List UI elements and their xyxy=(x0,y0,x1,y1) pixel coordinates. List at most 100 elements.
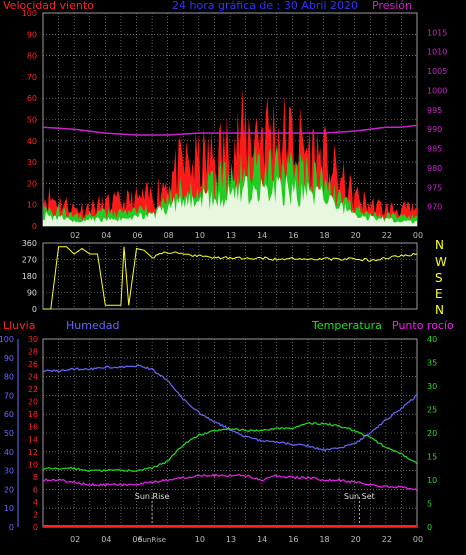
rain-y-tick: 18 xyxy=(28,410,38,419)
rain-y-tick: 14 xyxy=(28,435,38,444)
wind-chart-marks xyxy=(42,88,418,226)
sunrise-tick-label: SunRise xyxy=(138,536,166,544)
pressure-y-tick: 975 xyxy=(427,183,442,192)
rain-y-tick: 10 xyxy=(28,460,38,469)
climate-chart-marks: Sun Rise Sun Set xyxy=(42,363,418,527)
pressure-y-tick: 980 xyxy=(427,164,442,173)
dew-point-line xyxy=(42,473,418,492)
temperature-y-tick: 20 xyxy=(427,429,437,438)
chart-title: 24 hora gráfica de : 30 Abril 2020 xyxy=(172,0,358,12)
humidity-y-tick: 100 xyxy=(0,335,14,344)
temperature-line xyxy=(42,422,418,473)
wind-x-tick: 22 xyxy=(382,231,392,240)
wind-y-tick: 0 xyxy=(32,222,37,231)
wind-y-tick: 50 xyxy=(27,116,37,125)
climate-x-tick: 10 xyxy=(195,535,205,544)
pressure-y-tick: 970 xyxy=(427,203,442,212)
rain-y-tick: 4 xyxy=(33,498,38,507)
temperature-y-tick: 40 xyxy=(427,335,437,344)
wind-direction-line xyxy=(43,246,418,310)
rain-y-tick: 6 xyxy=(33,485,38,494)
rain-y-tick: 2 xyxy=(33,510,38,519)
compass-s: S xyxy=(435,271,443,285)
wind-y-tick: 70 xyxy=(27,73,37,82)
wind-x-tick: 13 xyxy=(226,231,236,240)
pressure-y-tick: 995 xyxy=(427,106,442,115)
humidity-label: Humedad xyxy=(66,319,120,332)
compass-w: W xyxy=(435,255,447,269)
humidity-y-tick: 70 xyxy=(4,391,14,400)
wind-x-tick: 20 xyxy=(351,231,361,240)
compass-n-top: N xyxy=(435,238,444,252)
climate-x-tick: 00 xyxy=(413,535,423,544)
temperature-y-tick: 35 xyxy=(427,359,437,368)
climate-x-tick: 22 xyxy=(382,535,392,544)
wind-x-tick: 08 xyxy=(164,231,174,240)
climate-chart-grid xyxy=(43,339,417,527)
climate-x-tick: 04 xyxy=(101,535,111,544)
rain-y-tick: 16 xyxy=(28,423,38,432)
wind-y-tick: 100 xyxy=(22,9,37,18)
wind-x-tick: 04 xyxy=(101,231,111,240)
wind-x-tick: 16 xyxy=(288,231,298,240)
wind-chart-ticks: 0 10 20 30 40 50 60 70 80 90 100 970 975 980 985 990 995… xyxy=(22,9,448,240)
rain-y-tick: 22 xyxy=(28,385,38,394)
temperature-y-tick: 30 xyxy=(427,382,437,391)
humidity-y-tick: 50 xyxy=(4,429,14,438)
direction-chart-grid xyxy=(43,243,417,309)
dew-point-label: Punto rocío xyxy=(392,319,454,332)
humidity-y-tick: 80 xyxy=(4,373,14,382)
direction-chart-ticks: 0 90 180 270 360 xyxy=(22,239,37,314)
wind-speed-label: Velocidad viento xyxy=(3,0,94,12)
wind-x-tick: 10 xyxy=(195,231,205,240)
wind-y-tick: 20 xyxy=(27,179,37,188)
wind-direction-chart: 0 90 180 270 360 xyxy=(22,239,418,314)
pressure-y-tick: 1000 xyxy=(427,86,447,95)
humidity-line xyxy=(42,363,418,452)
wind-x-tick: 02 xyxy=(70,231,80,240)
wind-x-tick: 18 xyxy=(319,231,329,240)
humidity-y-tick: 90 xyxy=(4,354,14,363)
pressure-y-tick: 1015 xyxy=(427,28,447,37)
pressure-y-tick: 1005 xyxy=(427,67,447,76)
wind-gust-area xyxy=(43,88,417,226)
pressure-label: Presión xyxy=(372,0,412,12)
temperature-y-tick: 0 xyxy=(427,523,432,532)
sunset-label: Sun Set xyxy=(344,492,375,501)
wind-y-tick: 60 xyxy=(27,94,37,103)
direction-y-tick: 270 xyxy=(22,256,37,265)
sunrise-label: Sun Rise xyxy=(135,492,170,501)
temperature-y-tick: 5 xyxy=(427,500,432,509)
wind-minimum-area xyxy=(43,174,417,226)
climate-x-tick: 06 xyxy=(132,535,142,544)
rain-y-tick: 0 xyxy=(33,523,38,532)
wind-y-tick: 10 xyxy=(27,201,37,210)
rain-y-tick: 24 xyxy=(28,373,38,382)
direction-y-tick: 360 xyxy=(22,239,37,248)
humidity-y-tick: 0 xyxy=(9,523,14,532)
rain-y-tick: 20 xyxy=(28,398,38,407)
climate-x-tick: 02 xyxy=(70,535,80,544)
climate-chart-ticks: 0102030405060708090100024681012141618202… xyxy=(0,335,437,544)
rain-label: Lluvia xyxy=(3,319,36,332)
wind-x-tick: 06 xyxy=(132,231,142,240)
rain-y-tick: 8 xyxy=(33,473,38,482)
temperature-label: Temperatura xyxy=(312,319,382,332)
direction-y-tick: 90 xyxy=(27,289,37,298)
climate-x-tick: 13 xyxy=(226,535,236,544)
climate-x-tick: 14 xyxy=(257,535,267,544)
humidity-y-tick: 60 xyxy=(4,410,14,419)
pressure-y-tick: 1010 xyxy=(427,48,447,57)
wind-y-tick: 40 xyxy=(27,137,37,146)
wind-y-tick: 90 xyxy=(27,30,37,39)
humidity-y-tick: 40 xyxy=(4,448,14,457)
climate-x-tick: 20 xyxy=(351,535,361,544)
humidity-y-tick: 10 xyxy=(4,504,14,513)
temperature-y-tick: 25 xyxy=(427,406,437,415)
climate-chart: Sun Rise Sun Set 010203040506070809010002… xyxy=(0,335,437,544)
wind-x-tick: 00 xyxy=(413,231,423,240)
climate-x-tick: 16 xyxy=(288,535,298,544)
compass-n-bottom: N xyxy=(435,303,444,317)
direction-y-tick: 180 xyxy=(22,272,37,281)
pressure-y-tick: 990 xyxy=(427,125,442,134)
